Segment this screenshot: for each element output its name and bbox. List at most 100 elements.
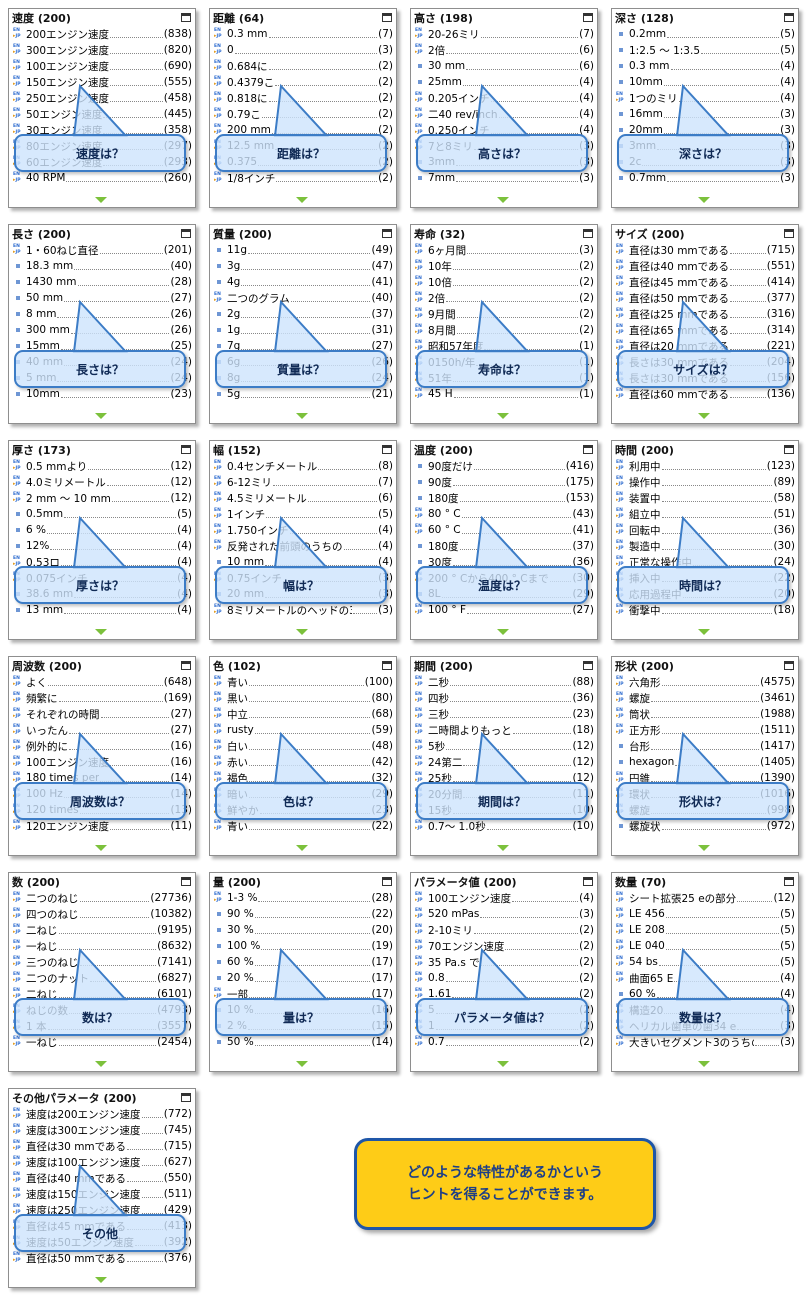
facet-item[interactable]: 25mm (4) — [415, 74, 594, 90]
facet-item[interactable]: EN ▸JP 9月間 (2) — [415, 306, 594, 322]
expand-arrow-icon[interactable] — [497, 197, 509, 203]
maximize-icon[interactable] — [583, 445, 593, 454]
facet-item[interactable]: 6 % (4) — [13, 522, 192, 538]
facet-item[interactable]: EN ▸JP 頻繁に (169) — [13, 690, 192, 706]
maximize-icon[interactable] — [181, 877, 191, 886]
facet-item[interactable]: EN ▸JP 二つのナット (6827) — [13, 970, 192, 986]
facet-item[interactable]: EN ▸JP 一ねじ (2454) — [13, 1034, 192, 1050]
facet-item[interactable]: EN ▸JP よく (648) — [13, 674, 192, 690]
facet-item[interactable]: EN ▸JP 回転中 (36) — [616, 522, 795, 538]
facet-item[interactable]: 0.5mm (5) — [13, 506, 192, 522]
facet-item[interactable]: EN ▸JP 200エンジン速度 (838) — [13, 26, 192, 42]
facet-item[interactable]: EN ▸JP 大きいセグメント3のうちの (3) — [616, 1034, 795, 1050]
facet-item[interactable]: EN ▸JP 一ねじ (8632) — [13, 938, 192, 954]
maximize-icon[interactable] — [382, 445, 392, 454]
facet-item[interactable]: EN ▸JP 520 mPas (3) — [415, 906, 594, 922]
facet-item[interactable]: EN ▸JP 利用中 (123) — [616, 458, 795, 474]
facet-item[interactable]: EN ▸JP 4.5ミリメートル (6) — [214, 490, 393, 506]
maximize-icon[interactable] — [181, 1093, 191, 1102]
facet-item[interactable]: EN ▸JP 0.8 (2) — [415, 970, 594, 986]
facet-item[interactable]: EN ▸JP 二時間よりもっと (18) — [415, 722, 594, 738]
maximize-icon[interactable] — [583, 229, 593, 238]
facet-item[interactable]: 1:2.5 ～ 1:3.5 (5) — [616, 42, 795, 58]
facet-item[interactable]: 50 % (14) — [214, 1034, 393, 1050]
facet-item[interactable]: EN ▸JP 0.4センチメートル (8) — [214, 458, 393, 474]
facet-item[interactable]: EN ▸JP 6ヶ月間 (3) — [415, 242, 594, 258]
maximize-icon[interactable] — [583, 661, 593, 670]
expand-arrow-icon[interactable] — [95, 1061, 107, 1067]
facet-item[interactable]: 7mm (3) — [415, 170, 594, 186]
facet-item[interactable]: EN ▸JP 4.0ミリメートル (12) — [13, 474, 192, 490]
facet-item[interactable]: 11g (49) — [214, 242, 393, 258]
facet-item[interactable]: EN ▸JP LE 040 (5) — [616, 938, 795, 954]
facet-item[interactable]: EN ▸JP 速度は100エンジン速度 (627) — [13, 1154, 192, 1170]
facet-item[interactable]: EN ▸JP 六角形 (4575) — [616, 674, 795, 690]
facet-item[interactable]: 10mm (23) — [13, 386, 192, 402]
expand-arrow-icon[interactable] — [698, 197, 710, 203]
facet-item[interactable]: EN ▸JP 0.7 (2) — [415, 1034, 594, 1050]
facet-item[interactable]: EN ▸JP 組立中 (51) — [616, 506, 795, 522]
facet-item[interactable]: EN ▸JP 0.818に (2) — [214, 90, 393, 106]
facet-item[interactable]: EN ▸JP 二つのグラム (40) — [214, 290, 393, 306]
facet-item[interactable]: EN ▸JP それぞれの時間 (27) — [13, 706, 192, 722]
facet-item[interactable]: 台形 (1417) — [616, 738, 795, 754]
maximize-icon[interactable] — [382, 229, 392, 238]
maximize-icon[interactable] — [583, 13, 593, 22]
facet-item[interactable]: EN ▸JP 300エンジン速度 (820) — [13, 42, 192, 58]
facet-item[interactable]: EN ▸JP LE 208 (5) — [616, 922, 795, 938]
facet-item[interactable]: 12% (4) — [13, 538, 192, 554]
expand-arrow-icon[interactable] — [497, 1061, 509, 1067]
facet-item[interactable]: 螺旋状 (972) — [616, 818, 795, 834]
facet-item[interactable]: 1430 mm (28) — [13, 274, 192, 290]
facet-item[interactable]: 180度 (153) — [415, 490, 594, 506]
facet-item[interactable]: 90度だけ (416) — [415, 458, 594, 474]
facet-item[interactable]: 90度 (175) — [415, 474, 594, 490]
facet-item[interactable]: EN ▸JP 80 ° C (43) — [415, 506, 594, 522]
expand-arrow-icon[interactable] — [296, 1061, 308, 1067]
maximize-icon[interactable] — [181, 445, 191, 454]
facet-item[interactable]: EN ▸JP 20-26ミリ (7) — [415, 26, 594, 42]
facet-item[interactable]: EN ▸JP 直径は40 mmである (551) — [616, 258, 795, 274]
facet-item[interactable]: EN ▸JP 二ねじ (9195) — [13, 922, 192, 938]
facet-item[interactable]: EN ▸JP 例外的に (16) — [13, 738, 192, 754]
facet-item[interactable]: EN ▸JP 150エンジン速度 (555) — [13, 74, 192, 90]
maximize-icon[interactable] — [784, 229, 794, 238]
facet-item[interactable]: hexagon (1405) — [616, 754, 795, 770]
facet-item[interactable]: EN ▸JP 35 Pa.s で (2) — [415, 954, 594, 970]
facet-item[interactable]: EN ▸JP 装置中 (58) — [616, 490, 795, 506]
facet-item[interactable]: EN ▸JP 直径は25 mmである (316) — [616, 306, 795, 322]
facet-item[interactable]: 30 % (20) — [214, 922, 393, 938]
facet-item[interactable]: 10mm (4) — [616, 74, 795, 90]
facet-item[interactable]: EN ▸JP 直径は30 mmである (715) — [13, 1138, 192, 1154]
facet-item[interactable]: EN ▸JP 45 H (1) — [415, 386, 594, 402]
facet-item[interactable]: EN ▸JP 1つのミリ (4) — [616, 90, 795, 106]
facet-item[interactable]: EN ▸JP 黒い (80) — [214, 690, 393, 706]
expand-arrow-icon[interactable] — [698, 845, 710, 851]
facet-item[interactable]: EN ▸JP 筒状 (1988) — [616, 706, 795, 722]
expand-arrow-icon[interactable] — [497, 629, 509, 635]
facet-item[interactable]: EN ▸JP 青い (100) — [214, 674, 393, 690]
facet-item[interactable]: EN ▸JP 二秒 (88) — [415, 674, 594, 690]
facet-item[interactable]: EN ▸JP 100エンジン速度 (690) — [13, 58, 192, 74]
facet-item[interactable]: EN ▸JP 0.250インチ (4) — [415, 122, 594, 138]
expand-arrow-icon[interactable] — [698, 1061, 710, 1067]
facet-item[interactable]: EN ▸JP 6-12ミリ (7) — [214, 474, 393, 490]
facet-item[interactable]: EN ▸JP 2倍 (6) — [415, 42, 594, 58]
facet-item[interactable]: 0.7mm (3) — [616, 170, 795, 186]
facet-item[interactable]: EN ▸JP 70エンジン速度 (2) — [415, 938, 594, 954]
facet-item[interactable]: 60 % (17) — [214, 954, 393, 970]
facet-item[interactable]: EN ▸JP 0.3 mm (7) — [214, 26, 393, 42]
facet-item[interactable]: EN ▸JP 60 ° C (41) — [415, 522, 594, 538]
facet-item[interactable]: 100 % (19) — [214, 938, 393, 954]
facet-item[interactable]: EN ▸JP 54 bs (5) — [616, 954, 795, 970]
facet-item[interactable]: EN ▸JP 速度は200エンジン速度 (772) — [13, 1106, 192, 1122]
expand-arrow-icon[interactable] — [95, 845, 107, 851]
facet-item[interactable]: EN ▸JP 衝撃中 (18) — [616, 602, 795, 618]
facet-item[interactable]: EN ▸JP 0.79こ (2) — [214, 106, 393, 122]
facet-item[interactable]: EN ▸JP rusty (59) — [214, 722, 393, 738]
facet-item[interactable]: EN ▸JP 100エンジン速度 (4) — [415, 890, 594, 906]
facet-item[interactable]: EN ▸JP 四つのねじ (10382) — [13, 906, 192, 922]
facet-item[interactable]: EN ▸JP 100 ° F (27) — [415, 602, 594, 618]
facet-item[interactable]: EN ▸JP 0.684に (2) — [214, 58, 393, 74]
facet-item[interactable]: 16mm (3) — [616, 106, 795, 122]
